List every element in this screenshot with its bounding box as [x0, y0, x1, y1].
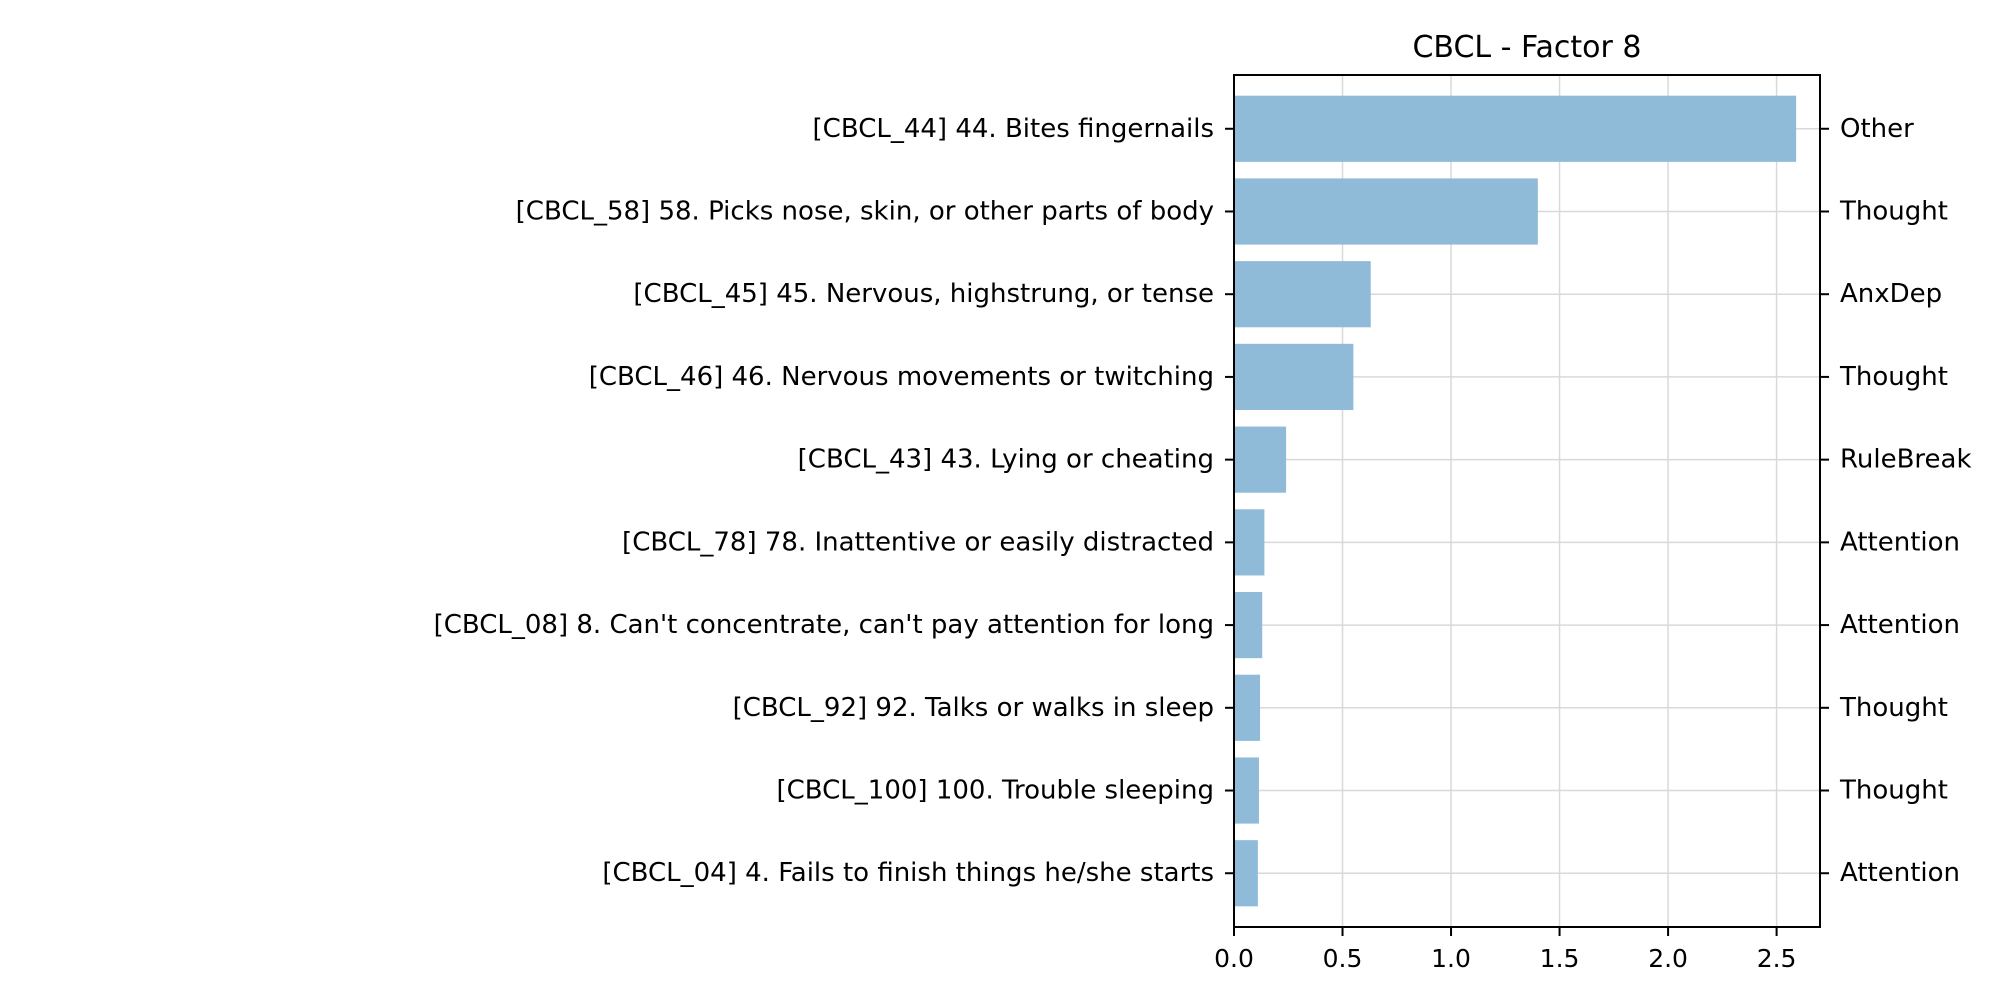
category-label: [CBCL_44] 44. Bites fingernails: [813, 114, 1214, 144]
scale-label: Other: [1840, 114, 1914, 144]
bar: [1234, 757, 1259, 824]
ticks-layer: 0.0 0.5 1.0 1.5 2.0 2.5: [1214, 127, 1829, 973]
x-tick-label: 1.0: [1431, 944, 1471, 973]
bar: [1234, 840, 1258, 907]
scale-label: RuleBreak: [1840, 445, 1972, 475]
scale-label: Thought: [1839, 693, 1948, 723]
plot-frame: [1233, 74, 1821, 928]
plot-border: [1233, 74, 1821, 928]
scale-label: Thought: [1839, 776, 1948, 806]
category-label: [CBCL_78] 78. Inattentive or easily dist…: [622, 527, 1214, 557]
x-tick-label: 2.0: [1648, 944, 1688, 973]
category-label: [CBCL_92] 92. Talks or walks in sleep: [733, 693, 1214, 723]
category-label: [CBCL_45] 45. Nervous, highstrung, or te…: [633, 279, 1214, 309]
x-tick-label: 1.5: [1540, 944, 1580, 973]
x-tick-label: 2.5: [1757, 944, 1797, 973]
x-tick-label: 0.0: [1214, 944, 1254, 973]
chart-title: CBCL - Factor 8: [1412, 30, 1641, 65]
category-label: [CBCL_43] 43. Lying or cheating: [798, 445, 1214, 475]
bar: [1234, 591, 1263, 659]
scale-label: Thought: [1839, 362, 1948, 392]
bar: [1234, 178, 1538, 245]
bar: [1234, 426, 1287, 493]
bar: [1234, 674, 1261, 741]
category-label: [CBCL_58] 58. Picks nose, skin, or other…: [516, 196, 1214, 226]
scale-label: Attention: [1840, 527, 1960, 557]
scale-label: Attention: [1840, 858, 1960, 888]
scale-label: Attention: [1840, 610, 1960, 640]
bar: [1234, 509, 1265, 576]
category-label: [CBCL_100] 100. Trouble sleeping: [776, 776, 1214, 806]
bar: [1234, 95, 1797, 162]
scale-label: Thought: [1839, 196, 1948, 226]
category-label: [CBCL_08] 8. Can't concentrate, can't pa…: [434, 610, 1214, 640]
labels-layer: [CBCL_44] 44. Bites fingernails [CBCL_58]…: [434, 114, 1972, 888]
bars-layer: [1234, 95, 1797, 907]
category-label: [CBCL_04] 4. Fails to finish things he/s…: [602, 858, 1214, 888]
scale-label: AnxDep: [1840, 279, 1942, 309]
bar: [1234, 343, 1354, 411]
category-label: [CBCL_46] 46. Nervous movements or twitc…: [589, 362, 1214, 392]
grid-layer: [1233, 75, 1820, 927]
x-tick-label: 0.5: [1323, 944, 1363, 973]
bar: [1234, 261, 1371, 328]
